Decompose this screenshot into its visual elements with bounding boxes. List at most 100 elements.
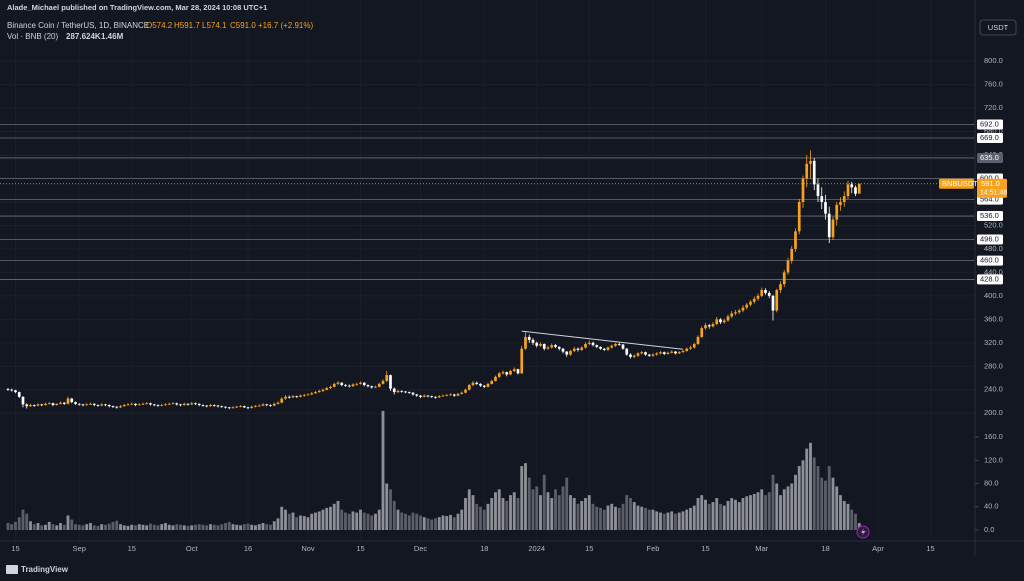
volume-bar <box>749 495 752 531</box>
volume-bar <box>689 507 692 531</box>
volume-bar <box>437 517 441 531</box>
candle-body <box>632 355 636 357</box>
candle-body <box>14 390 17 393</box>
candle-body <box>565 351 569 355</box>
volume-bar <box>569 495 572 531</box>
candle-body <box>235 406 239 408</box>
candle-body <box>749 301 752 305</box>
volume-bar <box>576 503 580 531</box>
candle-body <box>389 375 392 389</box>
volume-bar <box>254 525 257 531</box>
candle-body <box>719 319 722 323</box>
y-tick-label: 480.0 <box>984 244 1003 253</box>
candle-body <box>677 352 681 354</box>
candle-body <box>122 405 126 407</box>
volume-bar <box>752 493 756 531</box>
candle-body <box>351 384 355 387</box>
candle-body <box>149 403 152 405</box>
volume-bar <box>355 512 359 531</box>
candle-body <box>685 348 689 352</box>
x-tick-label: 15 <box>585 544 593 553</box>
volume-bar <box>377 509 381 531</box>
candle-body <box>29 405 32 407</box>
candle-body <box>647 354 651 356</box>
currency[interactable]: USDT <box>988 23 1009 32</box>
volume-bar <box>426 518 430 531</box>
candle-body <box>659 352 662 354</box>
candle-body <box>130 403 134 405</box>
volume-bar <box>366 513 370 531</box>
candle-body <box>756 295 760 299</box>
volume-bar <box>182 525 186 531</box>
volume-bar <box>152 524 156 531</box>
volume-bar <box>572 498 576 531</box>
candle-body <box>374 386 377 388</box>
volume-bar <box>524 463 527 531</box>
candle-body <box>820 196 824 202</box>
candle-body <box>231 407 235 409</box>
candle-body <box>711 324 715 327</box>
volume-bar <box>407 515 411 531</box>
volume-bar <box>175 524 179 531</box>
volume-bar <box>156 525 160 531</box>
volume-bar <box>291 512 295 531</box>
candle-body <box>359 382 362 384</box>
brand: TradingView <box>21 565 69 574</box>
volume-bar <box>40 525 44 531</box>
candle-body <box>36 404 40 406</box>
volume-bar <box>839 495 842 531</box>
candle-body <box>347 385 351 387</box>
legend-close: C591.0 <box>230 21 256 30</box>
candle-body <box>524 336 527 349</box>
volume-bar <box>242 524 246 531</box>
volume-bar <box>561 486 565 531</box>
volume-bar <box>486 503 490 531</box>
candle-body <box>812 160 816 185</box>
volume-bar <box>726 500 730 531</box>
symbol-tag <box>939 178 974 189</box>
candle-body <box>115 406 119 408</box>
currency-button[interactable] <box>979 19 1017 36</box>
candle-body <box>212 405 216 406</box>
candle-body <box>501 372 505 374</box>
volume-bar <box>269 524 272 531</box>
level-tag <box>977 119 1003 130</box>
candle-body <box>599 346 602 349</box>
y-tick-label: 240.0 <box>984 385 1003 394</box>
candle-body <box>707 325 711 327</box>
candle-body <box>726 316 730 321</box>
candle-body <box>85 404 89 406</box>
candle-body <box>730 313 734 317</box>
volume-bar <box>692 505 696 531</box>
candle-body <box>329 386 332 389</box>
volume-bar <box>389 489 392 531</box>
volume-bar <box>662 513 666 531</box>
volume-bar <box>670 511 674 531</box>
candle-body <box>182 403 186 406</box>
candle-body <box>257 405 261 407</box>
volume-bar <box>115 520 119 531</box>
candle-body <box>104 404 107 406</box>
volume-bar <box>812 457 816 531</box>
volume-bar <box>317 511 321 531</box>
volume-bar <box>516 498 520 531</box>
volume-bar <box>824 480 827 531</box>
volume-bar <box>92 525 96 531</box>
candle-body <box>467 385 471 390</box>
y-tick-label: 800.0 <box>984 56 1003 65</box>
volume-bar <box>299 515 302 531</box>
candle-body <box>846 184 850 197</box>
candle-body <box>452 394 456 396</box>
candle-body <box>216 405 220 407</box>
candle-body <box>775 290 779 311</box>
volume-bar <box>842 500 846 531</box>
volume-bar <box>310 513 314 531</box>
candle-body <box>411 392 415 395</box>
volume-bar <box>542 474 546 531</box>
volume-bar <box>351 511 355 531</box>
volume-bar <box>400 512 404 531</box>
volume-bar <box>621 503 625 531</box>
volume-bar <box>711 502 715 531</box>
volume-bar <box>370 515 374 531</box>
volume-bar <box>340 509 344 531</box>
